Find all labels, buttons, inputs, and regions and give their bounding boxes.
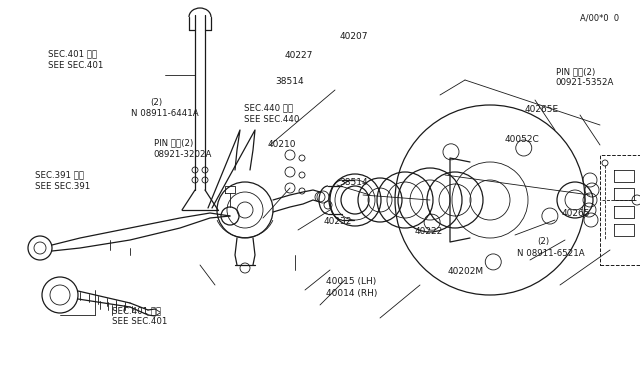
Text: (2): (2) [538, 237, 550, 246]
Text: SEC.401 参照: SEC.401 参照 [112, 306, 161, 315]
Text: 40265: 40265 [562, 209, 591, 218]
Text: 40232: 40232 [323, 217, 351, 226]
Text: 40052C: 40052C [504, 135, 539, 144]
Text: SEC.391 参照: SEC.391 参照 [35, 170, 84, 179]
Text: 38514: 38514 [275, 77, 304, 86]
Text: 40202M: 40202M [448, 267, 484, 276]
Text: 40227: 40227 [285, 51, 313, 60]
Text: SEE SEC.440: SEE SEC.440 [244, 115, 300, 124]
Text: SEE SEC.401: SEE SEC.401 [112, 317, 168, 326]
Text: 40207: 40207 [339, 32, 368, 41]
Text: (2): (2) [150, 98, 163, 107]
Text: N 08911-6521A: N 08911-6521A [517, 249, 585, 258]
Text: 08921-3202A: 08921-3202A [154, 150, 212, 159]
Text: 38514: 38514 [339, 178, 368, 187]
Text: 40265E: 40265E [525, 105, 559, 114]
Text: 40210: 40210 [268, 140, 296, 149]
Text: SEE SEC.391: SEE SEC.391 [35, 182, 90, 190]
Text: A/00*0  0: A/00*0 0 [580, 13, 619, 22]
Text: PIN ピン(2): PIN ピン(2) [556, 67, 595, 76]
Text: 40015 (LH): 40015 (LH) [326, 278, 377, 286]
Text: SEC.440 参照: SEC.440 参照 [244, 103, 294, 112]
Text: SEC.401 参照: SEC.401 参照 [48, 49, 97, 58]
Text: PIN ピン(2): PIN ピン(2) [154, 139, 193, 148]
Text: 40014 (RH): 40014 (RH) [326, 289, 378, 298]
Bar [600, 155, 640, 265]
Text: 00921-5352A: 00921-5352A [556, 78, 614, 87]
Text: 40222: 40222 [415, 227, 443, 236]
Text: SEE SEC.401: SEE SEC.401 [48, 61, 104, 70]
Text: N 08911-6441A: N 08911-6441A [131, 109, 199, 118]
